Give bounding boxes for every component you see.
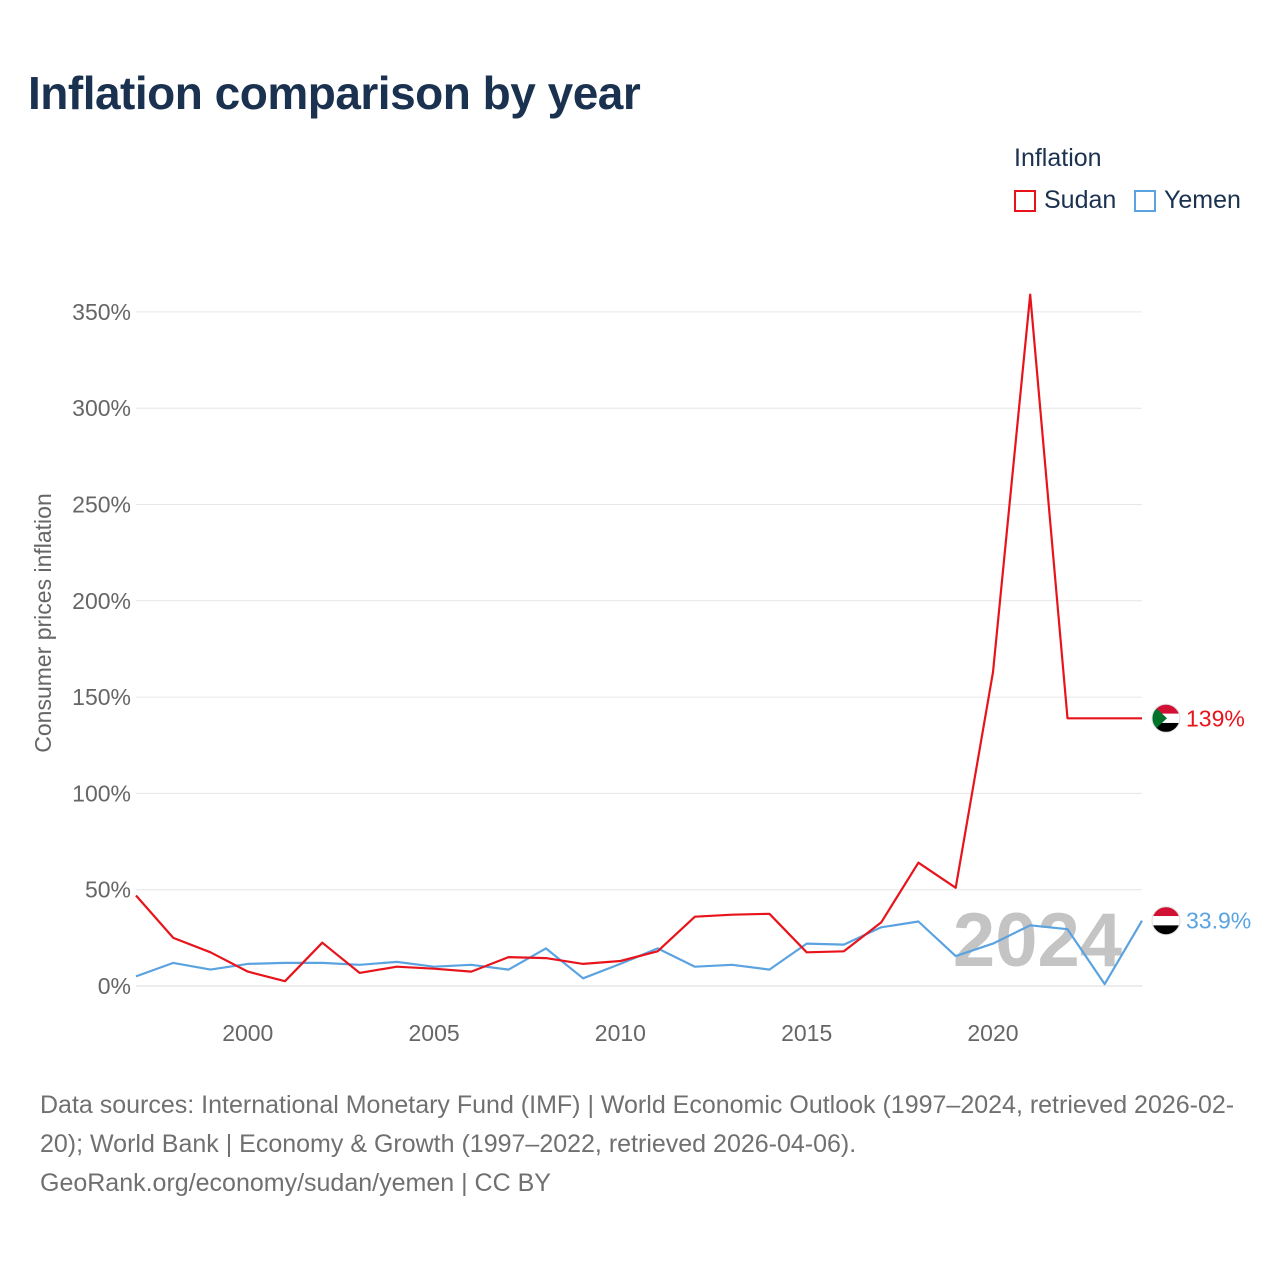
data-sources-text: Data sources: International Monetary Fun…	[40, 1091, 1235, 1158]
y-tick-label: 100%	[72, 780, 131, 806]
footer: Data sources: International Monetary Fun…	[40, 1086, 1250, 1203]
x-tick-label: 2005	[408, 1020, 459, 1046]
legend-title: Inflation	[1014, 144, 1102, 172]
legend-swatch-sudan	[1014, 189, 1036, 212]
legend-item-sudan[interactable]: Sudan	[1014, 186, 1116, 215]
y-tick-label: 350%	[72, 299, 131, 325]
yemen-flag-icon	[1151, 906, 1181, 936]
y-tick-label: 200%	[72, 588, 131, 614]
legend-swatch-yemen	[1134, 189, 1156, 212]
x-tick-label: 2000	[222, 1020, 273, 1046]
x-tick-label: 2015	[781, 1020, 832, 1046]
series-line-sudan	[135, 293, 1142, 983]
y-tick-label: 300%	[72, 395, 131, 421]
end-label-yemen: 33.9%	[1186, 908, 1251, 934]
legend-label-sudan: Sudan	[1044, 186, 1117, 214]
legend-label-yemen: Yemen	[1164, 186, 1241, 214]
line-chart: 0% 50% 100% 150% 200% 250% 300% 350% 2000 2005 201…	[30, 293, 1251, 1046]
end-label-sudan: 139%	[1186, 705, 1245, 731]
y-tick-label: 250%	[72, 492, 131, 518]
y-axis-label: Consumer prices inflation	[30, 493, 56, 753]
x-tick-label: 2010	[595, 1020, 646, 1046]
legend-item-yemen[interactable]: Yemen	[1134, 186, 1241, 215]
y-tick-label: 50%	[85, 877, 131, 903]
y-tick-label: 150%	[72, 684, 131, 710]
attribution-text: GeoRank.org/economy/sudan/yemen | CC BY	[40, 1169, 551, 1197]
chart-title: Inflation comparison by year	[28, 67, 641, 119]
x-tick-label: 2020	[967, 1020, 1018, 1046]
sudan-flag-icon	[1151, 703, 1181, 733]
y-tick-label: 0%	[98, 973, 131, 999]
